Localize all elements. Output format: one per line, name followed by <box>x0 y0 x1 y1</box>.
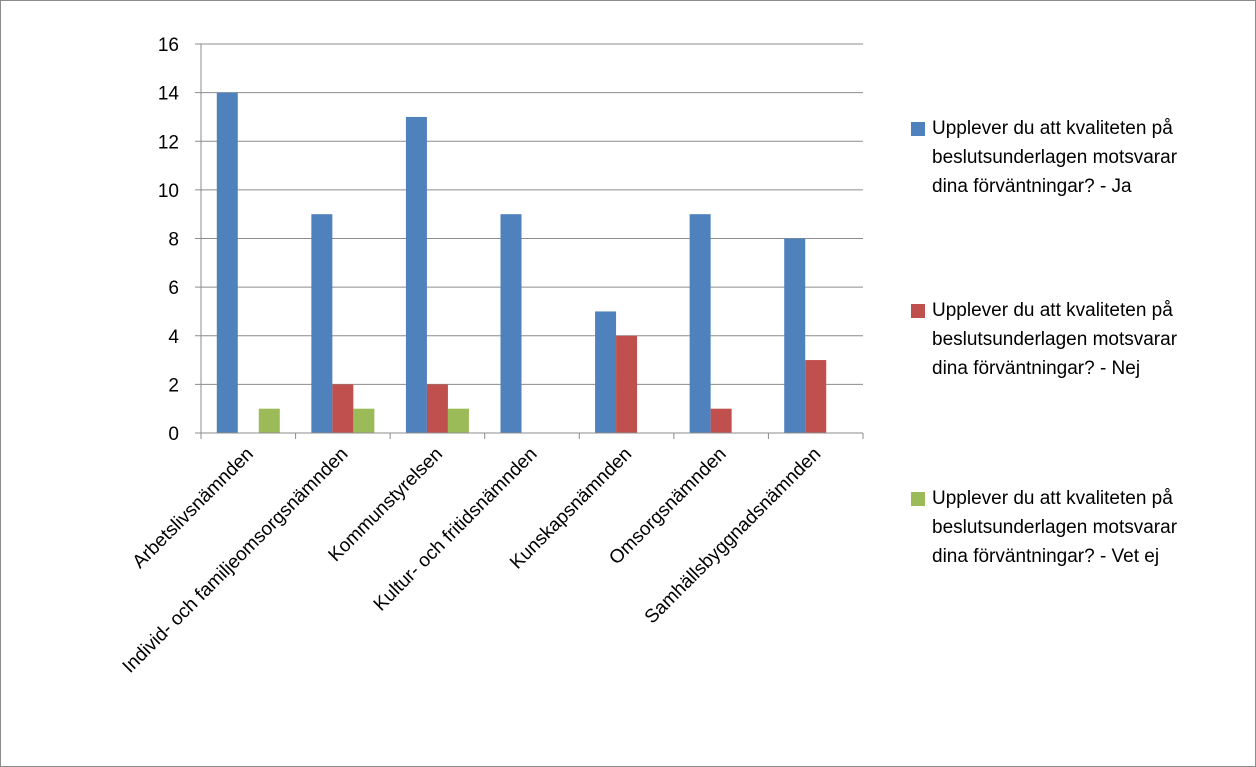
bar-1-2 <box>311 214 333 433</box>
legend-label-1-line-1: Upplever du att kvaliteten på <box>932 118 1173 139</box>
y-axis-tick-labels: 0 2 4 6 8 10 12 14 16 <box>158 35 180 445</box>
y-tick-label-6: 6 <box>168 278 179 299</box>
bar-3-3 <box>447 408 469 433</box>
bar-2-5 <box>616 335 638 433</box>
y-tick-label-14: 14 <box>158 84 180 105</box>
legend-label-1-line-3: dina förväntningar? - Ja <box>932 176 1132 197</box>
y-tick-label-12: 12 <box>158 132 179 153</box>
legend-label-3-line-2: beslutsunderlagen motsvarar <box>932 517 1178 538</box>
legend-label-2-line-3: dina förväntningar? - Nej <box>932 358 1140 379</box>
legend-swatch-3 <box>911 492 925 506</box>
legend: Upplever du att kvaliteten på beslutsunde… <box>911 118 1178 567</box>
x-category-label-4: Kultur- och fritidsnämnden <box>370 444 542 616</box>
x-category-label-7: Samhällsbyggnadsnämnden <box>641 444 825 628</box>
bar-2-7 <box>805 360 827 433</box>
bar-1-5 <box>595 311 617 433</box>
legend-label-1-line-2: beslutsunderlagen motsvarar <box>932 147 1178 168</box>
y-tick-label-2: 2 <box>168 375 179 396</box>
legend-entry-1: Upplever du att kvaliteten på beslutsunde… <box>911 118 1178 197</box>
bar-2-6 <box>710 408 732 433</box>
bar-1-3 <box>405 116 427 433</box>
bar-1-1 <box>216 92 238 433</box>
legend-swatch-2 <box>911 304 925 318</box>
legend-entry-2: Upplever du att kvaliteten på beslutsunde… <box>911 300 1178 379</box>
legend-label-2-line-2: beslutsunderlagen motsvarar <box>932 329 1178 350</box>
legend-entry-3: Upplever du att kvaliteten på beslutsunde… <box>911 488 1178 567</box>
y-tick-label-8: 8 <box>168 230 179 251</box>
legend-label-3-line-3: dina förväntningar? - Vet ej <box>932 546 1159 567</box>
bar-2-3 <box>426 384 448 433</box>
y-tick-label-10: 10 <box>158 181 179 202</box>
bar-1-6 <box>689 214 711 433</box>
y-tick-label-0: 0 <box>168 424 179 445</box>
bar-2-2 <box>332 384 354 433</box>
y-tick-label-4: 4 <box>168 327 179 348</box>
bar-1-7 <box>784 238 806 433</box>
bars <box>216 92 827 433</box>
legend-label-2-line-1: Upplever du att kvaliteten på <box>932 300 1173 321</box>
gridlines <box>201 43 863 385</box>
axes <box>195 43 864 439</box>
bar-3-1 <box>258 408 280 433</box>
y-tick-label-16: 16 <box>158 35 179 56</box>
bar-1-4 <box>500 214 522 433</box>
legend-label-3-line-1: Upplever du att kvaliteten på <box>932 488 1173 509</box>
legend-swatch-1 <box>911 122 925 136</box>
bar-3-2 <box>353 408 375 433</box>
